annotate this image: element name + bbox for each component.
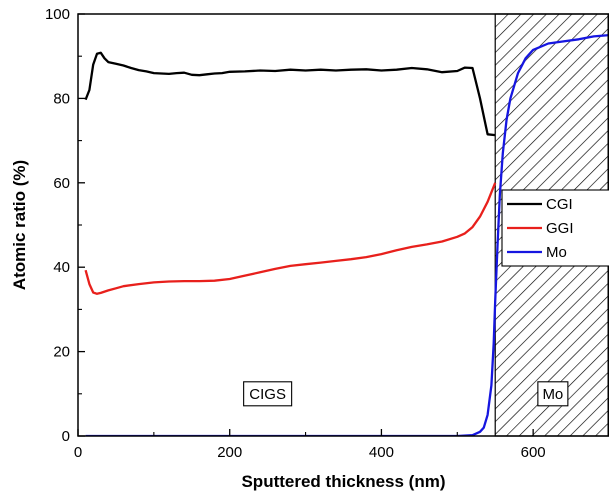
annotation-box [537, 381, 569, 407]
y-tick-label-0: 0 [62, 428, 70, 445]
x-tick-label-600: 600 [521, 444, 546, 461]
y-tick-label-100: 100 [45, 6, 70, 23]
series-line-cgi [84, 51, 496, 137]
x-tick-label-200: 200 [217, 444, 242, 461]
y-tick-label-40: 40 [53, 259, 70, 276]
x-tick-label-400: 400 [369, 444, 394, 461]
legend-label-cgi: CGI [546, 196, 573, 213]
y-axis: 0 20 40 60 80 100 [45, 6, 85, 445]
y-axis-title: Atomic ratio (%) [10, 160, 29, 290]
annotation-cigs: CIGS [243, 381, 293, 407]
series-layer [84, 33, 609, 436]
y-tick-label-20: 20 [53, 344, 70, 361]
annotation-label: CIGS [249, 386, 286, 403]
x-tick-label-0: 0 [74, 444, 82, 461]
annotation-box [243, 381, 293, 407]
y-tick-label-60: 60 [53, 175, 70, 192]
y-tick-label-80: 80 [53, 90, 70, 107]
legend-label-mo: Mo [546, 244, 567, 261]
series-line-ggi [84, 182, 497, 295]
x-axis-title: Sputtered thickness (nm) [241, 472, 445, 491]
legend-label-ggi: GGI [546, 220, 574, 237]
legend: CGI GGI Mo [501, 189, 609, 267]
x-axis: 0 200 400 600 [74, 429, 546, 461]
series-line-mo [85, 33, 609, 436]
annotation-label: Mo [542, 386, 563, 403]
annotation-mo: Mo [537, 381, 569, 407]
annotations: CIGS Mo [243, 381, 569, 407]
